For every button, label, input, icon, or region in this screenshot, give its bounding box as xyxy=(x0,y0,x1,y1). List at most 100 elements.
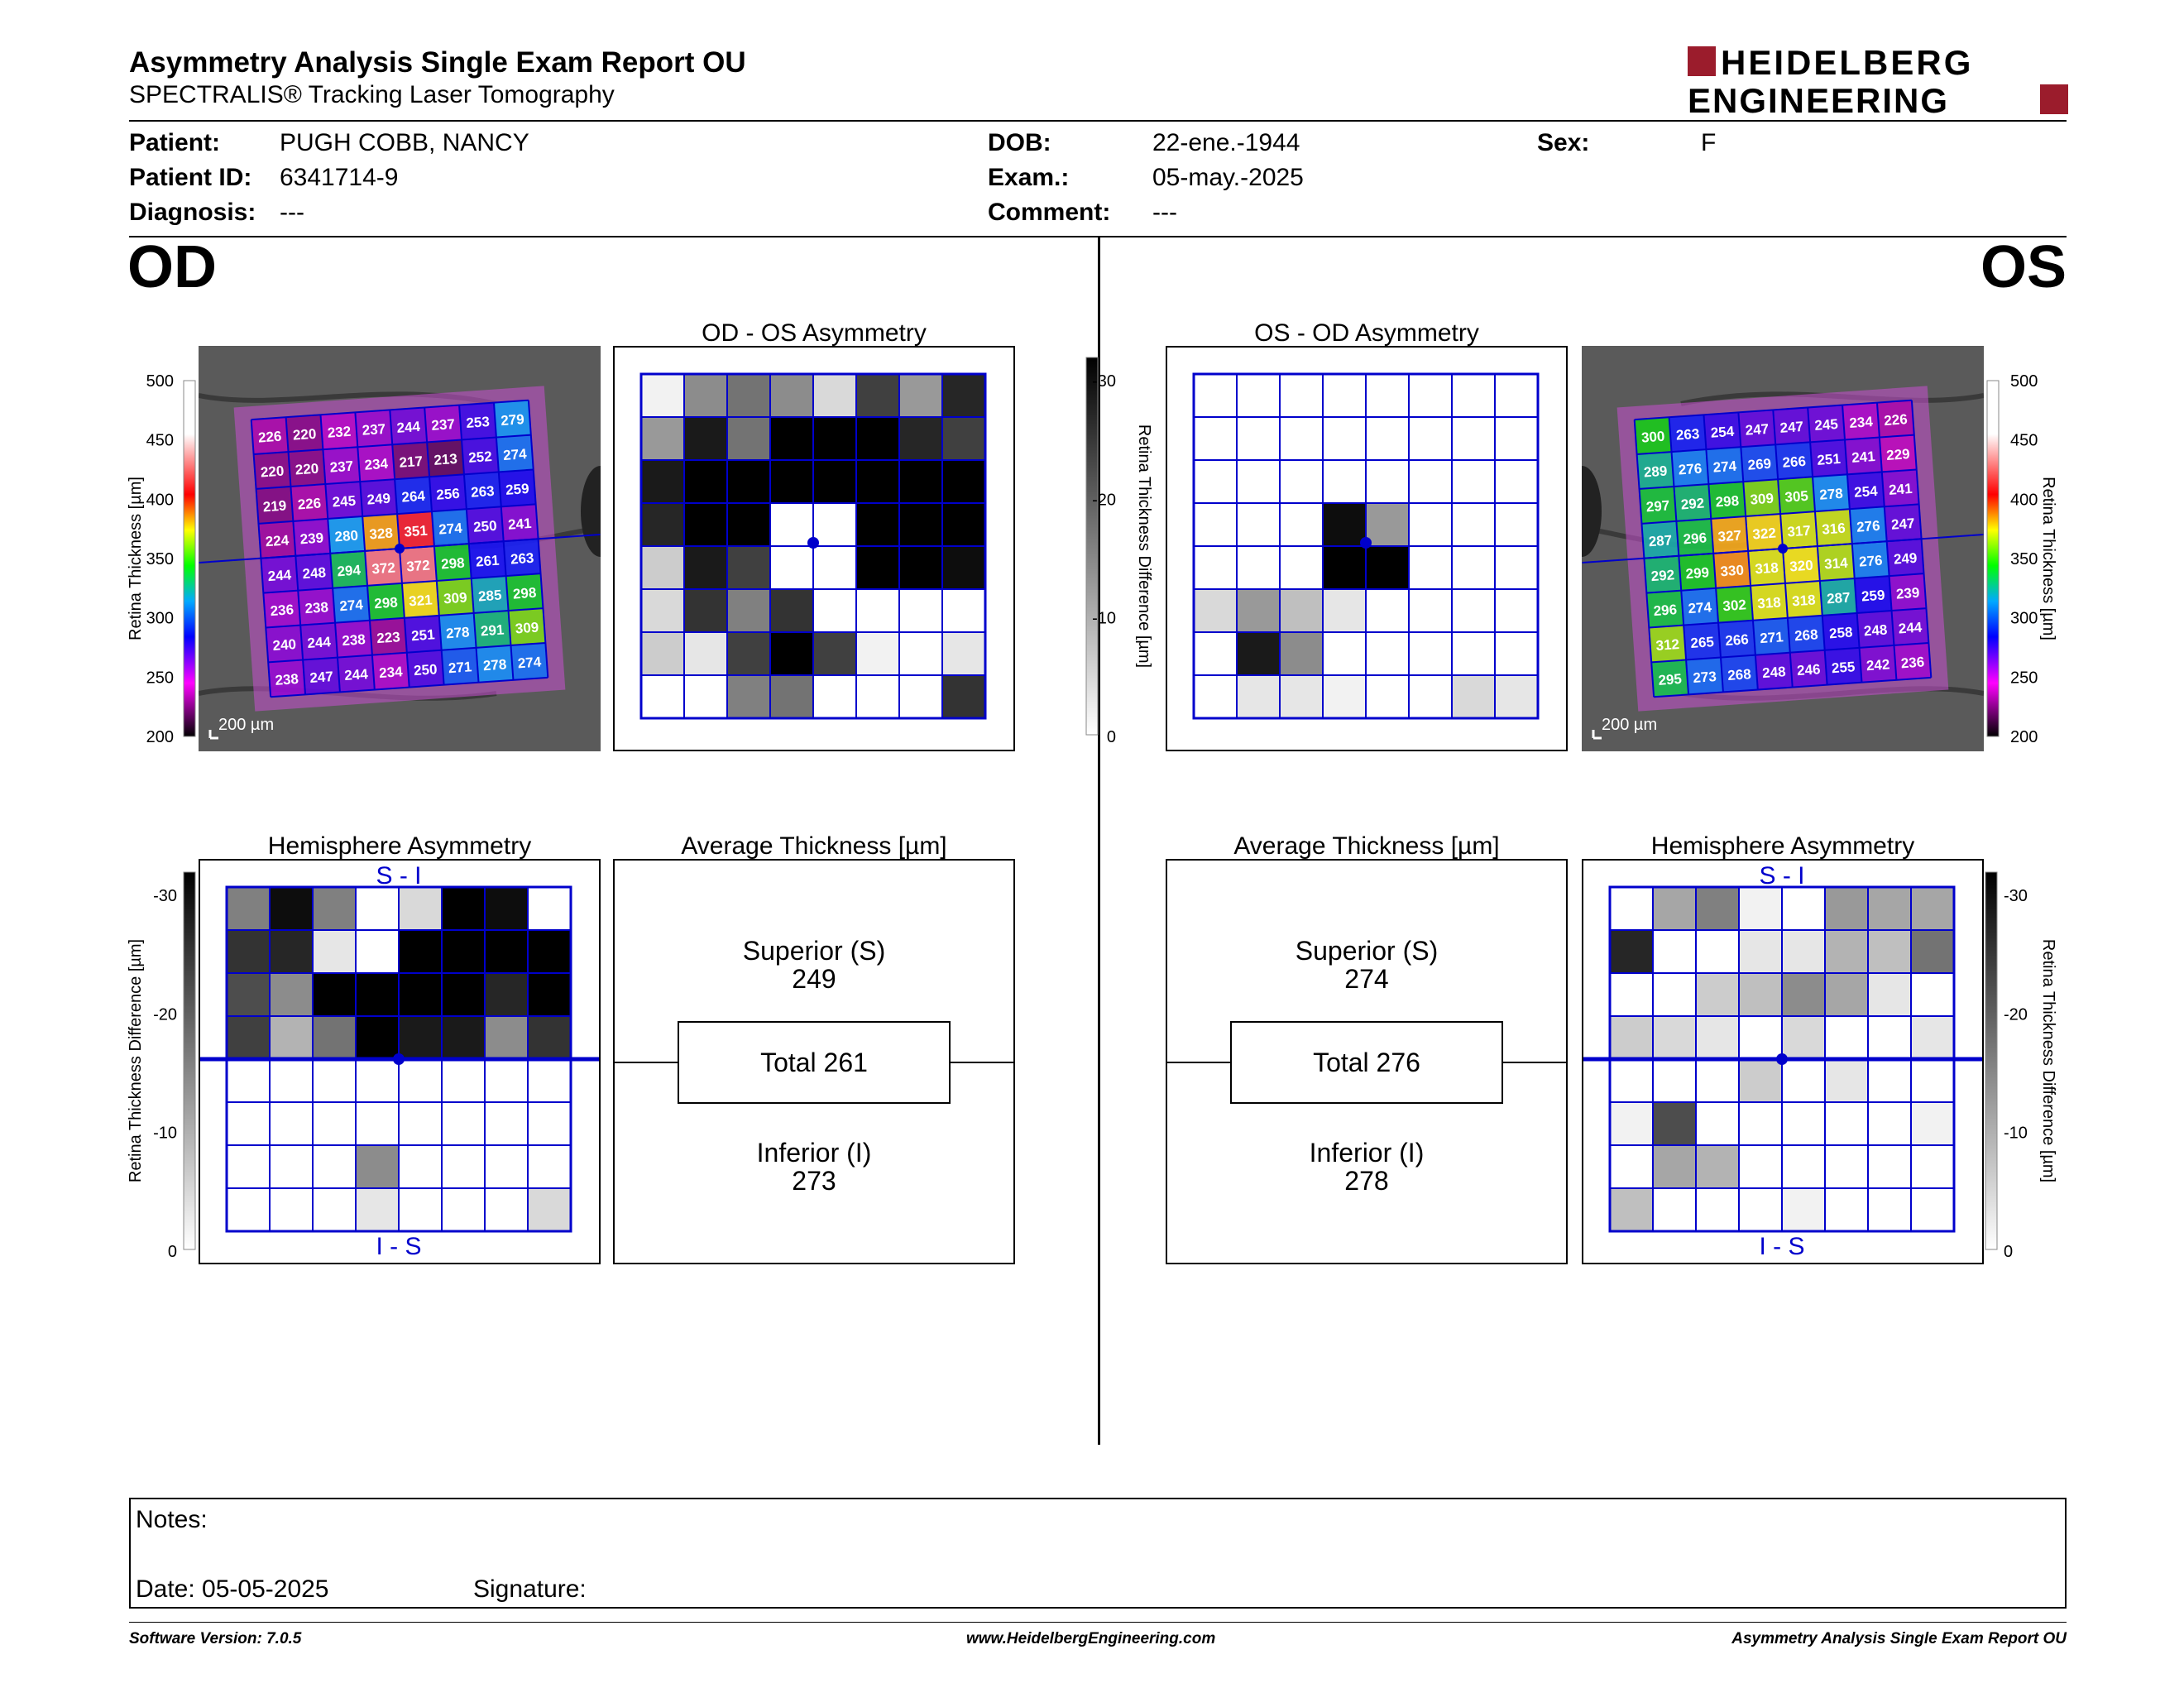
os-hemi-cell xyxy=(1910,972,1955,1017)
os-asym-cell xyxy=(1322,631,1367,676)
os-hemi-cell xyxy=(1609,1144,1654,1189)
os-asym-cell xyxy=(1236,502,1281,547)
od-asym-cell xyxy=(898,545,943,590)
od-fundus-value: 237 xyxy=(329,458,354,476)
os-asym-cell xyxy=(1279,674,1324,719)
od-fundus-cell xyxy=(333,585,370,623)
od-hemi-cell xyxy=(312,1187,357,1232)
os-asym-cell xyxy=(1451,631,1496,676)
os-hemi-top-label: S - I xyxy=(1759,862,1804,890)
os-hemi-cell xyxy=(1652,886,1697,931)
os-asym-cell xyxy=(1322,416,1367,461)
os-fundus-value: 287 xyxy=(1827,589,1851,607)
od-hemi-cell xyxy=(441,929,486,974)
od-hemi-cell xyxy=(226,1187,271,1232)
od-hemi-cell xyxy=(355,886,400,931)
os-hemi-cell xyxy=(1867,1015,1912,1060)
od-fundus-value: 298 xyxy=(512,585,537,602)
od-fundus-value: 328 xyxy=(369,525,394,543)
od-asym-cell xyxy=(640,631,685,676)
od-asym-cell xyxy=(640,588,685,633)
od-fundus-cell xyxy=(357,444,395,482)
os-fundus-value: 251 xyxy=(1817,451,1842,468)
os-asym-fovea-marker xyxy=(1360,537,1372,549)
od-hemi-cell xyxy=(355,929,400,974)
os-hemi-grid: S - I I - S xyxy=(1583,862,1982,1260)
os-fundus-value: 266 xyxy=(1725,631,1750,649)
axis-tick-label: -20 xyxy=(1092,491,1116,509)
od-asym-cell xyxy=(683,459,728,504)
footer-divider xyxy=(129,1622,2067,1623)
os-fundus-value: 296 xyxy=(1683,530,1707,547)
os-avg-title: Average Thickness [µm] xyxy=(1233,832,1500,860)
od-asym-cell xyxy=(726,545,771,590)
od-fundus-cell xyxy=(427,439,464,477)
od-hemi-cell xyxy=(484,929,529,974)
od-fundus-value: 256 xyxy=(436,486,461,503)
os-hemi-cell xyxy=(1781,1187,1826,1232)
os-fundus-value: 245 xyxy=(1814,416,1839,434)
od-fundus-cell xyxy=(466,506,504,544)
center-divider xyxy=(1098,237,1100,1445)
od-fundus-value: 220 xyxy=(260,463,285,481)
os-hemi-cell xyxy=(1738,972,1783,1017)
od-fundus-value: 294 xyxy=(337,562,362,579)
center-diff-scale: -30 -20 -10 0 Retina Thickness Difference [… xyxy=(1085,357,1153,745)
od-hemi-cell xyxy=(527,972,572,1017)
od-hemi-cell xyxy=(226,1101,271,1146)
os-fundus-value: 296 xyxy=(1653,602,1678,619)
os-fundus-value: 316 xyxy=(1822,520,1846,538)
os-asym-cell xyxy=(1408,588,1453,633)
od-fundus-value: 298 xyxy=(441,555,466,573)
os-hemi-cell xyxy=(1910,1187,1955,1232)
od-fundus-value: 279 xyxy=(500,411,525,429)
od-fundus-cell xyxy=(298,587,336,626)
od-asym-cell xyxy=(812,502,857,547)
os-fundus-cell xyxy=(1876,400,1914,438)
patient-id-value: 6341714-9 xyxy=(280,164,399,191)
os-hemi-cell xyxy=(1652,972,1697,1017)
os-fundus-value: 276 xyxy=(1678,461,1703,478)
od-fundus-cell xyxy=(406,650,444,688)
os-fundus-value: 318 xyxy=(1792,592,1817,609)
os-fundus-cell xyxy=(1741,444,1779,482)
od-asym-cell xyxy=(855,416,900,461)
od-fundus-cell xyxy=(268,659,306,698)
os-fundus-cell xyxy=(1644,555,1682,593)
os-asym-cell xyxy=(1236,416,1281,461)
od-asym-cell xyxy=(683,416,728,461)
axis-tick-label: 500 xyxy=(2010,372,2038,391)
os-hemi-cell xyxy=(1824,1058,1869,1103)
os-asym-cell xyxy=(1193,459,1238,504)
os-fundus-value: 312 xyxy=(1655,636,1680,654)
od-hemi-cell xyxy=(398,1101,443,1146)
os-fundus-cell xyxy=(1711,516,1749,554)
od-asym-cell xyxy=(769,588,814,633)
od-asym-cell xyxy=(855,502,900,547)
od-fundus-cell xyxy=(424,405,462,443)
od-fundus-value: 280 xyxy=(334,527,359,544)
os-fundus-cell xyxy=(1891,608,1929,645)
od-fundus-value: 251 xyxy=(411,626,436,644)
od-fundus-cell xyxy=(337,655,375,693)
os-fundus-value: 278 xyxy=(1819,486,1844,503)
os-hemi-cell xyxy=(1652,1015,1697,1060)
od-hemi-cell xyxy=(355,1058,400,1103)
os-fundus-cell xyxy=(1738,410,1776,448)
os-fundus-cell xyxy=(1651,659,1689,698)
od-asym-cell xyxy=(726,373,771,418)
os-hemi-cell xyxy=(1867,1144,1912,1189)
od-fundus-cell xyxy=(371,652,410,690)
od-fundus-value: 241 xyxy=(507,516,532,533)
os-asym-cell xyxy=(1494,674,1539,719)
od-fundus-cell xyxy=(303,657,340,695)
os-asym-cell xyxy=(1193,588,1238,633)
od-fundus-value: 237 xyxy=(431,416,456,434)
os-asym-cell xyxy=(1365,545,1410,590)
od-asym-cell xyxy=(855,631,900,676)
od-hemi-cell xyxy=(226,972,271,1017)
os-hemi-cell xyxy=(1867,886,1912,931)
od-hemi-cell xyxy=(269,1015,314,1060)
od-hemi-panel: S - I I - S xyxy=(199,859,601,1264)
os-fundus-value: 239 xyxy=(1895,585,1920,602)
